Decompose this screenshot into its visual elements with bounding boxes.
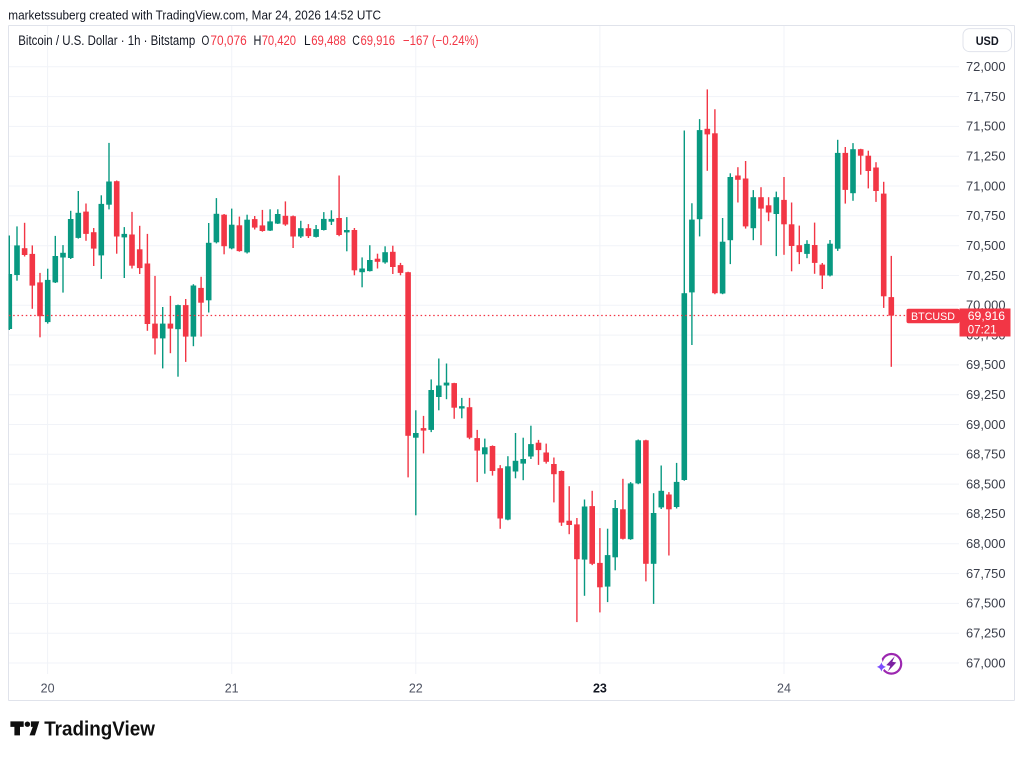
svg-text:Bitcoin / U.S. Dollar · 1h · B: Bitcoin / U.S. Dollar · 1h · Bitstamp [18,33,195,48]
svg-text:68,250: 68,250 [966,507,1006,521]
svg-text:71,250: 71,250 [966,150,1006,164]
svg-text:23: 23 [593,682,607,696]
svg-text:67,500: 67,500 [966,597,1006,611]
svg-text:71,500: 71,500 [966,120,1006,134]
svg-text:69,000: 69,000 [966,418,1006,432]
svg-text:69,916: 69,916 [361,33,396,48]
svg-text:H: H [254,33,262,48]
svg-text:marketssuberg created with Tra: marketssuberg created with TradingView.c… [8,8,381,23]
svg-text:C: C [352,33,360,48]
svg-text:69,250: 69,250 [966,388,1006,402]
svg-text:07:21: 07:21 [968,322,997,336]
svg-text:70,500: 70,500 [966,239,1006,253]
svg-text:70,250: 70,250 [966,269,1006,283]
svg-text:68,000: 68,000 [966,537,1006,551]
svg-text:22: 22 [409,682,423,696]
svg-text:67,250: 67,250 [966,627,1006,641]
svg-text:BTCUSD: BTCUSD [911,311,955,323]
svg-text:71,750: 71,750 [966,90,1006,104]
svg-text:−167 (−0.24%): −167 (−0.24%) [403,33,479,48]
svg-text:68,500: 68,500 [966,477,1006,491]
svg-text:70,750: 70,750 [966,209,1006,223]
svg-text:72,000: 72,000 [966,60,1006,74]
svg-text:71,000: 71,000 [966,179,1006,193]
svg-text:67,750: 67,750 [966,567,1006,581]
svg-text:67,000: 67,000 [966,656,1006,670]
svg-text:70,420: 70,420 [262,33,296,48]
svg-text:O: O [202,33,210,48]
svg-text:69,488: 69,488 [311,33,346,48]
svg-text:68,750: 68,750 [966,448,1006,462]
svg-text:TradingView: TradingView [44,718,155,741]
svg-text:24: 24 [777,682,791,696]
svg-text:L: L [304,33,311,48]
svg-text:USD: USD [976,36,999,48]
svg-text:70,076: 70,076 [210,33,246,48]
svg-text:69,916: 69,916 [968,309,1006,323]
svg-text:21: 21 [225,682,239,696]
svg-text:20: 20 [41,682,55,696]
svg-text:69,500: 69,500 [966,358,1006,372]
